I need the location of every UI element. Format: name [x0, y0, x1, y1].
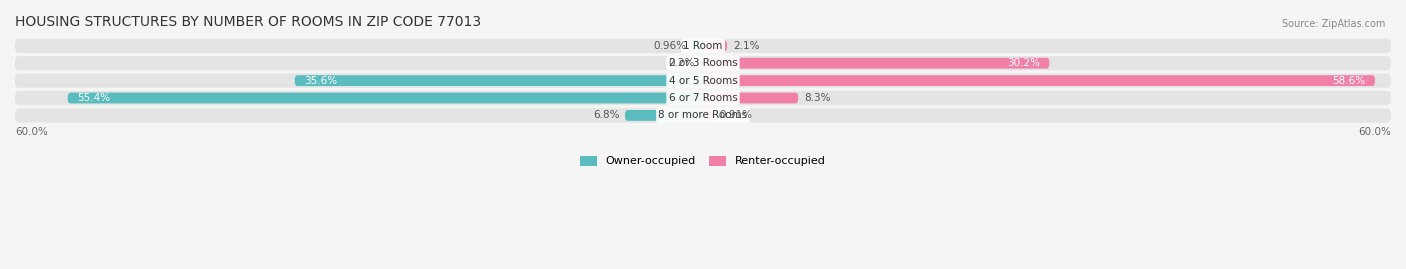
FancyBboxPatch shape	[692, 40, 703, 51]
Text: 30.2%: 30.2%	[1007, 58, 1040, 68]
Text: 6.8%: 6.8%	[593, 110, 619, 121]
Text: 2.1%: 2.1%	[733, 41, 759, 51]
Text: 0.91%: 0.91%	[718, 110, 752, 121]
Legend: Owner-occupied, Renter-occupied: Owner-occupied, Renter-occupied	[581, 156, 825, 167]
Text: 35.6%: 35.6%	[304, 76, 337, 86]
Text: 60.0%: 60.0%	[1358, 127, 1391, 137]
FancyBboxPatch shape	[626, 110, 703, 121]
FancyBboxPatch shape	[295, 75, 703, 86]
Text: 4 or 5 Rooms: 4 or 5 Rooms	[669, 76, 737, 86]
FancyBboxPatch shape	[15, 56, 1391, 70]
Text: 8.3%: 8.3%	[804, 93, 831, 103]
FancyBboxPatch shape	[15, 91, 1391, 105]
FancyBboxPatch shape	[67, 93, 703, 103]
FancyBboxPatch shape	[15, 108, 1391, 123]
FancyBboxPatch shape	[15, 73, 1391, 88]
Text: 8 or more Rooms: 8 or more Rooms	[658, 110, 748, 121]
Text: 2 or 3 Rooms: 2 or 3 Rooms	[669, 58, 737, 68]
FancyBboxPatch shape	[703, 75, 1375, 86]
Text: HOUSING STRUCTURES BY NUMBER OF ROOMS IN ZIP CODE 77013: HOUSING STRUCTURES BY NUMBER OF ROOMS IN…	[15, 15, 481, 29]
FancyBboxPatch shape	[703, 58, 1049, 69]
Text: 60.0%: 60.0%	[15, 127, 48, 137]
Text: 1 Room: 1 Room	[683, 41, 723, 51]
FancyBboxPatch shape	[703, 40, 727, 51]
Text: Source: ZipAtlas.com: Source: ZipAtlas.com	[1281, 19, 1385, 29]
FancyBboxPatch shape	[703, 93, 799, 103]
Text: 58.6%: 58.6%	[1333, 76, 1365, 86]
Text: 55.4%: 55.4%	[77, 93, 110, 103]
Text: 0.2%: 0.2%	[669, 58, 695, 68]
FancyBboxPatch shape	[703, 110, 713, 121]
Text: 0.96%: 0.96%	[654, 41, 686, 51]
Text: 6 or 7 Rooms: 6 or 7 Rooms	[669, 93, 737, 103]
FancyBboxPatch shape	[700, 58, 703, 69]
FancyBboxPatch shape	[15, 39, 1391, 53]
